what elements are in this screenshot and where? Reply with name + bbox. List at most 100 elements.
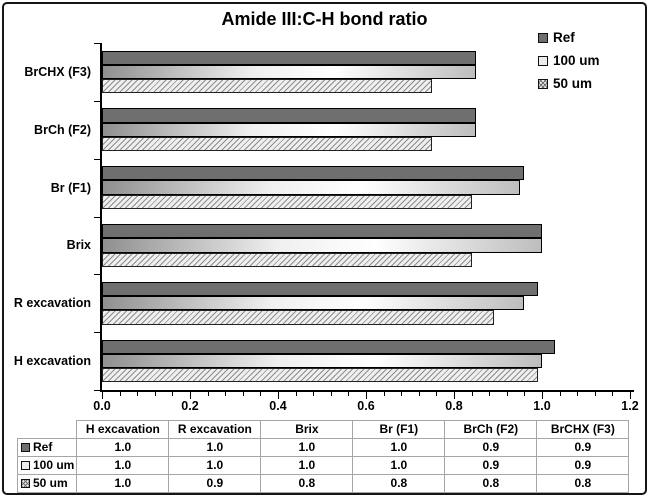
table-cell: 1.0 bbox=[260, 438, 354, 457]
y-axis-category-labels: BrCHX (F3) BrCh (F2) Br (F1) Brix R excavati… bbox=[0, 43, 96, 390]
legend-label-ref: Ref bbox=[553, 30, 575, 45]
x-axis-major-tick bbox=[454, 392, 455, 399]
table-row-label: Ref bbox=[16, 438, 78, 457]
table-cell: 0.8 bbox=[352, 474, 446, 493]
x-axis-major-tick bbox=[630, 392, 631, 399]
bar-s100-h-excavation bbox=[102, 353, 542, 369]
bar-s50-h-excavation bbox=[102, 368, 538, 383]
y-axis-tick bbox=[94, 332, 101, 334]
table-series-swatch-icon bbox=[21, 443, 30, 452]
table-series-swatch-icon bbox=[21, 461, 30, 470]
table-cell: 1.0 bbox=[168, 456, 262, 475]
table-col-header: R excavation bbox=[168, 420, 262, 439]
x-axis-minor-tick bbox=[172, 392, 174, 396]
table-series-swatch-icon bbox=[21, 479, 30, 488]
table-cell: 0.9 bbox=[536, 456, 630, 475]
x-axis-minor-tick bbox=[594, 392, 596, 396]
bar-ref-r-excavation bbox=[102, 281, 538, 297]
legend-swatch-100um-icon bbox=[538, 55, 548, 66]
y-axis-category-label: Br (F1) bbox=[50, 180, 91, 195]
table-col-header: H excavation bbox=[76, 420, 170, 439]
table-cell: 0.8 bbox=[536, 474, 630, 493]
x-axis-minor-tick bbox=[330, 392, 332, 396]
y-axis-category-label: H excavation bbox=[13, 354, 91, 369]
y-axis-ticks bbox=[94, 43, 101, 392]
y-axis-tick bbox=[94, 274, 101, 276]
bar-s100-brix bbox=[102, 238, 542, 253]
table-cell: 0.8 bbox=[260, 474, 354, 493]
y-axis-tick bbox=[94, 390, 101, 391]
x-axis-line bbox=[100, 390, 634, 392]
x-axis-minor-tick bbox=[489, 392, 491, 396]
table-cell: 0.8 bbox=[444, 474, 538, 493]
x-axis-major-tick bbox=[102, 392, 103, 399]
y-axis-category-label: Brix bbox=[66, 238, 91, 253]
table-corner-cell bbox=[17, 420, 78, 439]
bar-ref-br-f1- bbox=[102, 166, 525, 181]
x-axis-minor-tick bbox=[506, 392, 508, 396]
x-axis-ticks bbox=[102, 392, 634, 400]
x-axis-minor-tick bbox=[313, 392, 315, 396]
x-axis-tick-label: 0.8 bbox=[445, 399, 463, 413]
x-axis-minor-tick bbox=[436, 392, 438, 396]
bar-s50-br-f1- bbox=[102, 194, 472, 209]
x-axis-minor-tick bbox=[524, 392, 526, 396]
bar-ref-brix bbox=[102, 224, 542, 239]
bar-s50-brchx-f3- bbox=[102, 79, 432, 94]
x-axis-minor-tick bbox=[418, 392, 420, 396]
x-axis-major-tick bbox=[190, 392, 191, 399]
y-axis-category-label: R excavation bbox=[13, 296, 91, 311]
table-cell: 0.9 bbox=[444, 438, 538, 457]
y-axis-tick bbox=[94, 216, 101, 218]
table-cell: 0.9 bbox=[168, 474, 262, 493]
x-axis-tick-label: 0.4 bbox=[269, 399, 287, 413]
bar-s50-r-excavation bbox=[102, 310, 494, 325]
x-axis-minor-tick bbox=[242, 392, 244, 396]
table-cell: 1.0 bbox=[168, 438, 262, 457]
x-axis-tick-labels: 0.0 0.2 0.4 0.6 0.8 1.0 1.2 bbox=[0, 399, 649, 413]
x-axis-minor-tick bbox=[577, 392, 579, 396]
x-axis-minor-tick bbox=[559, 392, 561, 396]
chart-title: Amide III:C-H bond ratio bbox=[221, 9, 428, 29]
legend-swatch-50um-icon bbox=[538, 78, 548, 89]
x-axis-minor-tick bbox=[401, 392, 403, 396]
table-col-header: Brix bbox=[260, 420, 354, 439]
x-axis-minor-tick bbox=[207, 392, 209, 396]
x-axis-minor-tick bbox=[260, 392, 262, 396]
table-row: Ref 1.0 1.0 1.0 1.0 0.9 0.9 bbox=[16, 438, 630, 457]
x-axis-tick-label: 0.2 bbox=[181, 399, 199, 413]
legend-item-100um: 100 um bbox=[538, 53, 600, 68]
table-cell: 0.9 bbox=[444, 456, 538, 475]
bar-s100-brch-f2- bbox=[102, 122, 476, 137]
x-axis-minor-tick bbox=[612, 392, 614, 396]
table-row-label: 100 um bbox=[16, 456, 78, 475]
table-cell: 1.0 bbox=[352, 438, 446, 457]
x-axis-tick-label: 0.0 bbox=[93, 399, 111, 413]
x-axis-tick-label: 1.2 bbox=[621, 399, 639, 413]
x-axis-minor-tick bbox=[295, 392, 297, 396]
x-axis-minor-tick bbox=[348, 392, 350, 396]
bar-s100-r-excavation bbox=[102, 296, 525, 311]
x-axis-minor-tick bbox=[119, 392, 121, 396]
bar-ref-brchx-f3- bbox=[102, 50, 476, 65]
x-axis-major-tick bbox=[542, 392, 543, 399]
plot-area bbox=[102, 43, 632, 390]
table-row: 100 um 1.0 1.0 1.0 1.0 0.9 0.9 bbox=[16, 456, 630, 475]
bar-s50-brch-f2- bbox=[102, 136, 432, 152]
table-col-header: BrCh (F2) bbox=[444, 420, 538, 439]
bar-ref-h-excavation bbox=[102, 339, 556, 354]
table-cell: 0.9 bbox=[536, 438, 630, 457]
table-row-label: 50 um bbox=[16, 474, 78, 493]
x-axis-major-tick bbox=[366, 392, 367, 399]
x-axis-minor-tick bbox=[154, 392, 156, 396]
y-axis-line bbox=[100, 43, 102, 392]
x-axis-minor-tick bbox=[225, 392, 227, 396]
legend-label-50um: 50 um bbox=[553, 76, 593, 91]
table-col-header: BrCHX (F3) bbox=[536, 420, 630, 439]
table-cell: 1.0 bbox=[76, 456, 170, 475]
x-axis-minor-tick bbox=[383, 392, 385, 396]
x-axis-minor-tick bbox=[471, 392, 473, 396]
table-row: 50 um 1.0 0.9 0.8 0.8 0.8 0.8 bbox=[16, 474, 630, 493]
legend-label-100um: 100 um bbox=[553, 53, 600, 68]
